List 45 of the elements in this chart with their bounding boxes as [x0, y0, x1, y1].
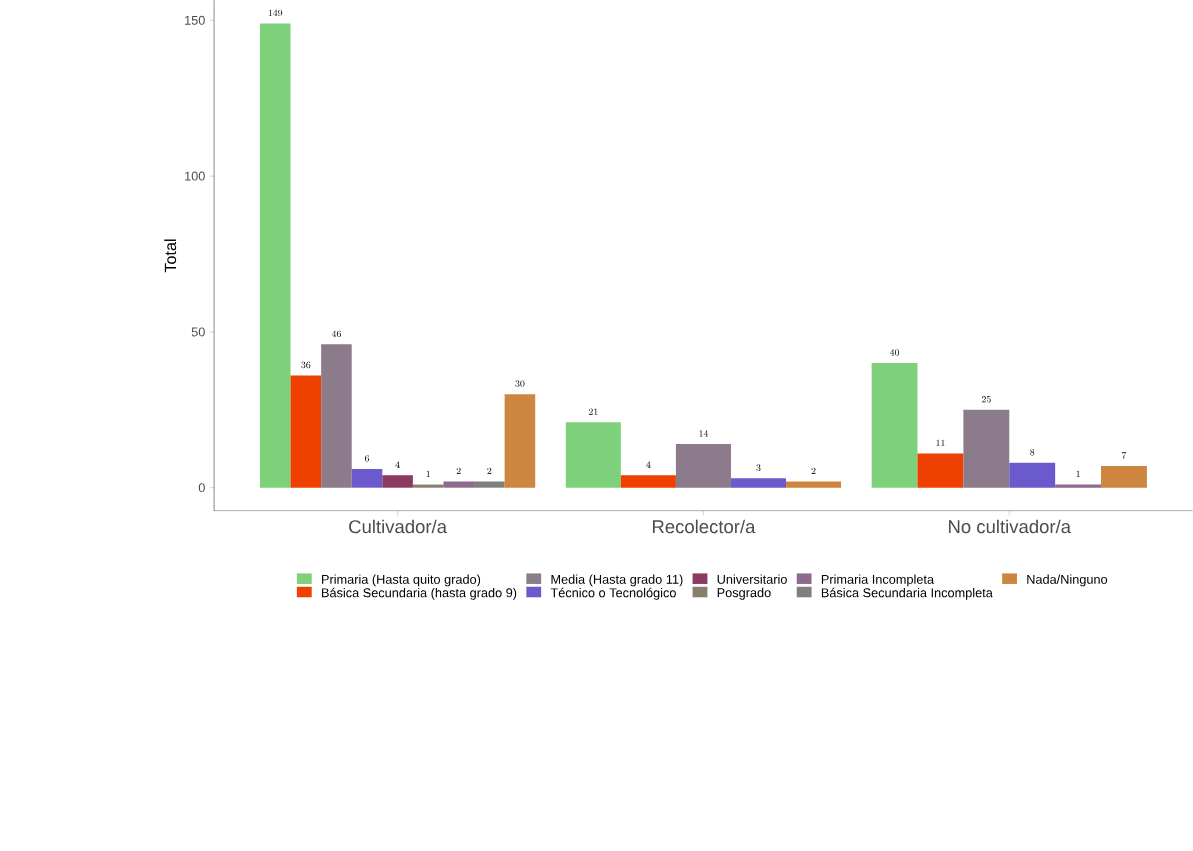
bar — [917, 453, 964, 488]
bar — [1009, 462, 1056, 488]
legend-label: Básica Secundaria (hasta grado 9) — [322, 588, 517, 601]
data-label: 46 — [331, 330, 341, 338]
legend-label: Universitario — [717, 574, 787, 585]
legend-label: Básica Secundaria Incompleta — [821, 588, 993, 601]
data-label: 1 — [1076, 471, 1080, 478]
data-label: 30 — [515, 380, 525, 388]
data-label: 36 — [301, 362, 311, 369]
x-tick-label: Cultivador/a — [349, 519, 447, 534]
data-label: 7 — [1122, 452, 1127, 459]
data-label: 4 — [395, 461, 400, 468]
y-tick-label: 100 — [185, 171, 205, 181]
data-label: 40 — [889, 349, 900, 356]
data-label: 8 — [1030, 449, 1035, 456]
y-axis-title: Total — [164, 239, 177, 273]
data-label: 25 — [981, 396, 991, 403]
legend-label: Primaria Incompleta — [821, 574, 935, 587]
legend-label: Posgrado — [717, 588, 771, 600]
bar — [382, 475, 413, 488]
bar — [871, 363, 918, 488]
data-label: 2 — [456, 467, 461, 475]
x-tick-label: No cultivador/a — [949, 519, 1071, 534]
data-label: 3 — [756, 464, 761, 472]
data-label: 14 — [699, 430, 709, 437]
legend-label: Nada/Ninguno — [1027, 574, 1108, 587]
data-label: 2 — [811, 467, 816, 475]
legend-label: Primaria (Hasta quito grado) — [322, 574, 481, 587]
y-tick-label: 150 — [185, 16, 205, 26]
data-label: 21 — [588, 408, 598, 415]
data-label: 11 — [936, 439, 945, 447]
x-tick-label: Recolector/a — [652, 519, 756, 534]
data-label: 2 — [487, 467, 492, 475]
y-tick-label: 50 — [191, 327, 205, 337]
y-tick-label: 0 — [198, 483, 205, 493]
legend-label: Media (Hasta grado 11) — [551, 574, 683, 587]
bar — [1101, 466, 1147, 488]
data-label: 1 — [426, 471, 430, 478]
bar — [474, 481, 505, 488]
bar — [412, 484, 444, 488]
bar — [963, 410, 1010, 488]
legend-label: Técnico o Tecnológico — [550, 588, 676, 601]
data-label: 149 — [268, 9, 283, 17]
data-label: 4 — [646, 461, 651, 468]
data-label: 6 — [364, 455, 370, 462]
